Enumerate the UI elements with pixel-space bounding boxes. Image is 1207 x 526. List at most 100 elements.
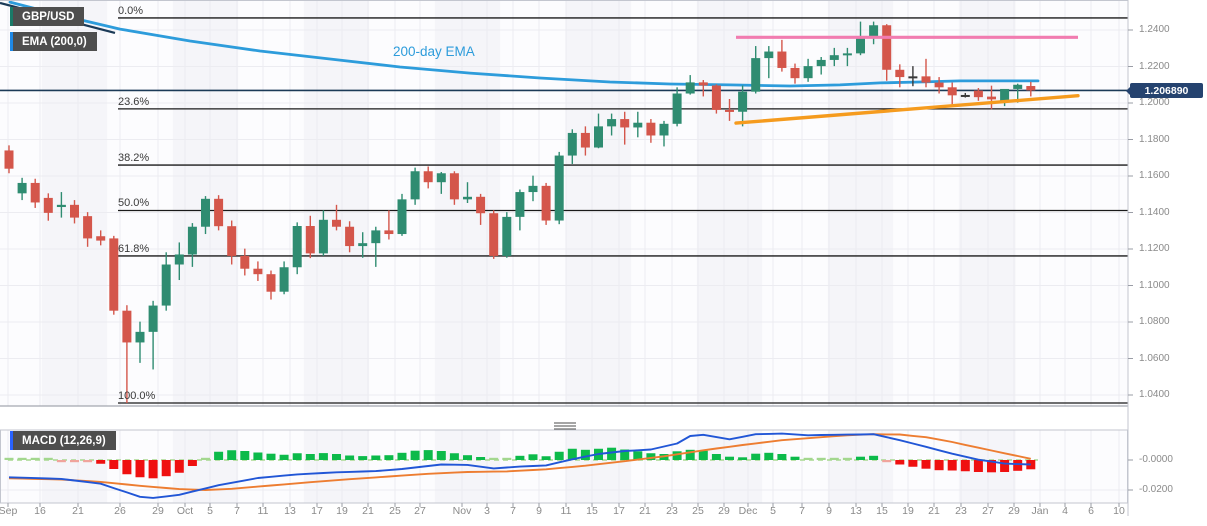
- candle: [790, 67, 800, 79]
- candle: [764, 51, 774, 59]
- macd-badge-label: MACD (12,26,9): [22, 434, 106, 447]
- x-axis-label: 17: [613, 505, 625, 517]
- candle: [607, 119, 617, 127]
- price-axis-label: 1.1800: [1139, 133, 1170, 145]
- ema-badge-label: EMA (200,0): [22, 35, 87, 48]
- x-axis-label: 29: [1008, 505, 1020, 517]
- candle: [305, 226, 315, 254]
- candle: [541, 185, 551, 221]
- candle: [135, 331, 145, 343]
- candle: [567, 132, 577, 156]
- candle: [698, 82, 708, 86]
- fib-level-label: 23.6%: [118, 95, 150, 108]
- candle: [358, 243, 368, 247]
- candle: [777, 51, 787, 68]
- candle: [436, 173, 446, 183]
- pane-divider-handle[interactable]: [554, 422, 576, 430]
- candle: [738, 91, 748, 112]
- candle: [122, 310, 132, 343]
- x-axis-label: 7: [234, 505, 240, 517]
- x-axis-label: Dec: [738, 505, 758, 517]
- x-axis-label: 15: [876, 505, 888, 517]
- candle: [214, 198, 224, 227]
- candle: [96, 236, 106, 241]
- candle: [502, 216, 512, 256]
- price-axis-label: 1.0400: [1139, 389, 1170, 400]
- candle: [201, 198, 210, 227]
- x-axis-label: 21: [928, 505, 940, 517]
- candle: [803, 66, 813, 79]
- x-axis-label: 29: [152, 505, 164, 517]
- candle: [148, 305, 158, 332]
- candle: [17, 182, 27, 194]
- fibonacci-levels[interactable]: [118, 17, 1128, 404]
- x-axis-label: 4: [1062, 505, 1068, 517]
- symbol-badge[interactable]: GBP/USD: [10, 7, 85, 26]
- x-axis-label: Sep: [0, 505, 18, 517]
- candle: [410, 171, 420, 200]
- last-price-badge: 1.206890: [1126, 83, 1203, 98]
- candle: [174, 254, 184, 265]
- candle: [423, 171, 433, 183]
- candle: [1026, 86, 1036, 91]
- panel-borders: [0, 0, 1129, 516]
- ema-indicator-badge[interactable]: EMA (200,0): [10, 32, 97, 51]
- candle: [594, 126, 603, 148]
- x-axis-label: 19: [902, 505, 914, 517]
- support-trendline[interactable]: [734, 93, 1080, 125]
- candle: [4, 150, 14, 169]
- candle: [725, 109, 734, 112]
- x-axis-label: 6: [1088, 505, 1094, 517]
- x-axis-label: 17: [311, 505, 323, 517]
- candle: [43, 197, 53, 213]
- macd-indicator-badge[interactable]: MACD (12,26,9): [10, 431, 116, 450]
- candle: [463, 196, 472, 200]
- candle: [711, 85, 721, 110]
- ema-accent-bar: [10, 32, 13, 51]
- candle: [960, 94, 970, 97]
- candle: [895, 69, 905, 78]
- candle: [109, 238, 119, 311]
- candle: [528, 185, 538, 193]
- x-axis-label: 3: [484, 505, 490, 517]
- macd-histogram: [4, 447, 1036, 479]
- candle: [397, 199, 407, 235]
- candle: [371, 230, 381, 244]
- x-axis-label: Oct: [176, 505, 194, 517]
- x-axis-label: 11: [257, 505, 269, 517]
- candle: [449, 173, 459, 200]
- candle: [384, 230, 394, 235]
- price-axis-label: 1.0600: [1139, 352, 1170, 364]
- macd-accent-bar: [10, 431, 13, 450]
- candle: [633, 122, 643, 128]
- candle: [934, 82, 944, 88]
- x-axis-label: 25: [692, 505, 704, 517]
- candle: [685, 82, 695, 94]
- price-axis-label: 1.1600: [1139, 170, 1170, 181]
- x-axis-label: 27: [414, 505, 426, 517]
- x-axis-label: Jan: [1031, 505, 1049, 517]
- gridlines: [0, 0, 1128, 503]
- candle: [987, 96, 996, 100]
- candlestick-series[interactable]: [4, 21, 1036, 404]
- candle: [921, 76, 931, 83]
- x-axis-label: 21: [72, 505, 84, 517]
- symbol-accent-bar: [10, 7, 13, 26]
- candle: [947, 87, 957, 96]
- macd-line: [8, 432, 1031, 499]
- x-axis-label: Nov: [452, 505, 472, 517]
- x-axis-label: 26: [114, 505, 126, 517]
- candle: [515, 192, 525, 217]
- candle: [580, 132, 590, 148]
- candle: [253, 268, 263, 275]
- candle: [829, 55, 839, 60]
- ema-line[interactable]: [8, 0, 1040, 88]
- fib-level-label: 61.8%: [118, 242, 150, 255]
- candle: [345, 226, 355, 247]
- candle: [70, 204, 79, 218]
- candle: [869, 25, 879, 37]
- candle: [476, 196, 486, 214]
- price-axis-label: 1.2400: [1139, 24, 1170, 35]
